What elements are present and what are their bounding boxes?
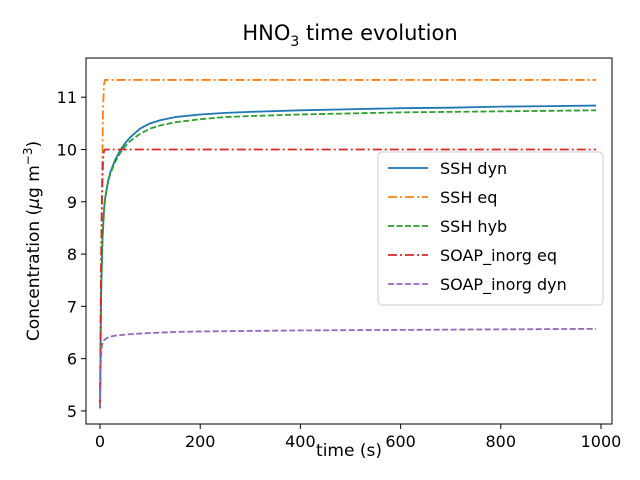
legend-label: SOAP_inorg dyn xyxy=(440,275,567,295)
legend-label: SSH hyb xyxy=(440,217,507,236)
y-tick-label: 7 xyxy=(67,297,77,316)
y-tick-label: 5 xyxy=(67,402,77,421)
y-tick-label: 8 xyxy=(67,245,77,264)
x-tick-label: 600 xyxy=(385,432,416,451)
series-line-soap-inorg-eq xyxy=(99,148,596,409)
axes-frame xyxy=(85,57,613,425)
y-axis-label: Concentration (μg m−3) xyxy=(21,141,44,341)
x-tick-label: 1000 xyxy=(581,432,622,451)
x-axis: 0 200 400 600 800 1000 xyxy=(95,424,621,451)
legend-frame xyxy=(377,151,604,306)
legend-label: SSH dyn xyxy=(440,159,507,178)
y-tick-label: 10 xyxy=(57,141,77,160)
x-tick-label: 400 xyxy=(285,432,316,451)
series-line-soap-inorg-dyn xyxy=(99,327,596,409)
x-tick-label: 200 xyxy=(185,432,216,451)
y-axis: 5 6 7 8 9 10 11 xyxy=(57,88,86,421)
y-tick-label: 11 xyxy=(57,88,77,107)
x-tick-label: 800 xyxy=(486,432,517,451)
legend-label: SOAP_inorg eq xyxy=(440,246,557,266)
chart-title: HNO3 time evolution xyxy=(242,21,457,50)
y-tick-label: 6 xyxy=(67,350,77,369)
x-axis-label: time (s) xyxy=(316,441,382,461)
legend-label: SSH eq xyxy=(440,188,497,207)
plot-area xyxy=(99,79,596,409)
legend: SSH dyn SSH eq SSH hyb SOAP_inorg eq SOAP_in… xyxy=(377,151,604,306)
x-tick-label: 0 xyxy=(95,432,105,451)
y-tick-label: 9 xyxy=(67,193,77,212)
series-line-ssh-hyb xyxy=(99,109,596,409)
